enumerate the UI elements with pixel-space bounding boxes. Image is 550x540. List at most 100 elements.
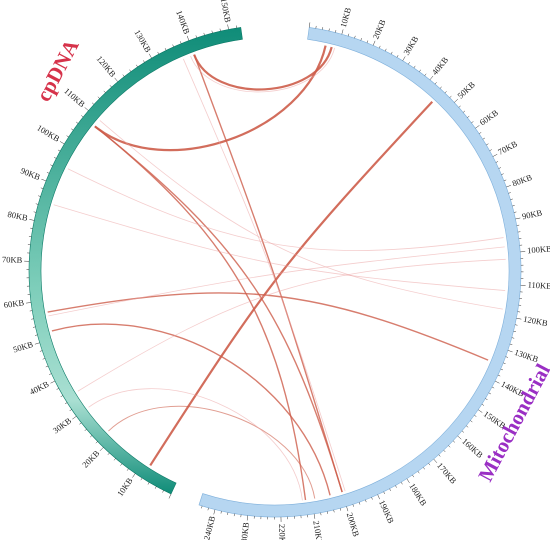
mt-tick bbox=[423, 467, 425, 470]
mt-tick bbox=[494, 380, 500, 384]
mt-tick bbox=[513, 330, 517, 333]
mt-tick bbox=[201, 505, 203, 509]
cp-tick-label: 150KB bbox=[219, 0, 234, 24]
cp-tick-label: 140KB bbox=[174, 9, 192, 36]
mt-tick bbox=[377, 494, 380, 500]
cp-tick bbox=[154, 486, 157, 489]
mt-tick bbox=[433, 458, 438, 463]
cp-arc bbox=[28, 27, 243, 495]
mt-tick bbox=[478, 409, 483, 413]
mt-tick bbox=[371, 497, 373, 500]
cp-tick bbox=[219, 28, 221, 32]
cp-tick bbox=[41, 178, 47, 182]
cp-tick bbox=[203, 32, 205, 36]
cp-tick bbox=[97, 96, 100, 99]
mt-tick bbox=[352, 504, 354, 507]
mt-tick bbox=[515, 217, 521, 220]
cp-tick-label: 10KB bbox=[115, 476, 135, 499]
cp-tick bbox=[157, 51, 160, 55]
mt-tick bbox=[513, 211, 517, 213]
mt-tick bbox=[500, 368, 504, 371]
link-ribbon bbox=[67, 168, 504, 251]
mt-tick bbox=[333, 509, 335, 513]
cp-tick bbox=[140, 477, 143, 481]
mt-tick bbox=[384, 48, 387, 52]
mt-tick bbox=[417, 471, 420, 474]
mt-tick bbox=[413, 65, 416, 69]
cp-tick bbox=[60, 395, 63, 398]
cp-tick bbox=[103, 90, 106, 93]
mt-tick bbox=[434, 82, 437, 85]
cp-tick bbox=[136, 64, 138, 68]
mt-tick bbox=[452, 440, 456, 443]
mt-tick bbox=[454, 98, 459, 103]
mt-tick bbox=[335, 30, 337, 33]
cp-tick bbox=[114, 77, 119, 82]
link-ribbon bbox=[193, 54, 343, 493]
cp-tick bbox=[120, 463, 123, 466]
link-ribbon bbox=[47, 292, 489, 361]
mt-tick bbox=[360, 38, 362, 41]
link-ribbon bbox=[182, 58, 346, 492]
mt-tick bbox=[470, 420, 473, 423]
mt-tick bbox=[508, 192, 511, 194]
cp-tick-label: 130KB bbox=[132, 28, 153, 55]
mt-tick bbox=[328, 28, 330, 32]
cp-tick bbox=[64, 402, 68, 405]
cp-tick bbox=[34, 342, 40, 345]
mt-tick bbox=[346, 506, 349, 512]
mt-tick bbox=[509, 343, 513, 345]
mt-tick-label: 80KB bbox=[511, 172, 534, 188]
cp-tick bbox=[180, 41, 182, 44]
mt-tick bbox=[308, 22, 311, 28]
cp-tick-label: 100KB bbox=[35, 123, 61, 144]
mt-tick bbox=[372, 40, 376, 46]
mt-tick bbox=[467, 115, 470, 118]
mt-tick bbox=[512, 205, 515, 207]
cp-tick bbox=[29, 219, 35, 221]
cp-tick-label: 40KB bbox=[28, 379, 51, 397]
mt-tick bbox=[443, 449, 446, 453]
mt-tick bbox=[498, 167, 502, 169]
mt-tick bbox=[400, 482, 403, 485]
mt-tick bbox=[486, 143, 489, 146]
cp-tick bbox=[195, 35, 197, 38]
link-ribbon bbox=[88, 388, 303, 501]
cp-tick bbox=[66, 135, 69, 138]
cp-tick bbox=[71, 128, 74, 131]
mt-tick bbox=[339, 508, 342, 511]
mt-tick-label: 120KB bbox=[523, 314, 549, 329]
cp-tick bbox=[211, 30, 213, 34]
cp-tick bbox=[69, 409, 72, 412]
mt-tick bbox=[438, 454, 441, 457]
mt-tick bbox=[347, 33, 350, 37]
cp-tick bbox=[33, 211, 37, 213]
cp-tick bbox=[168, 493, 172, 499]
mt-tick bbox=[471, 121, 474, 124]
link-ribbon bbox=[99, 120, 503, 310]
cp-tick bbox=[147, 482, 150, 485]
mt-tick bbox=[488, 392, 492, 395]
mt-tick bbox=[482, 137, 486, 140]
mt-tick bbox=[474, 414, 477, 417]
cp-tick bbox=[99, 447, 104, 452]
mt-tick bbox=[389, 488, 391, 492]
cp-tick bbox=[95, 441, 98, 444]
mt-tick-label: 40KB bbox=[430, 55, 451, 77]
cp-tick bbox=[186, 35, 190, 41]
cp-tick bbox=[49, 373, 52, 375]
link-ribbon bbox=[77, 258, 506, 392]
mt-tick bbox=[419, 69, 421, 72]
mt-tick bbox=[497, 374, 501, 377]
cp-tick bbox=[53, 157, 57, 159]
cp-tick bbox=[32, 326, 36, 328]
mt-tick bbox=[457, 435, 462, 440]
mt-tick bbox=[428, 463, 431, 466]
mt-tick bbox=[246, 515, 248, 521]
mt-tick bbox=[402, 56, 406, 61]
mt-tick bbox=[449, 95, 452, 98]
cp-segment bbox=[28, 27, 243, 495]
mt-tick bbox=[341, 29, 344, 35]
mt-tick bbox=[406, 478, 410, 484]
